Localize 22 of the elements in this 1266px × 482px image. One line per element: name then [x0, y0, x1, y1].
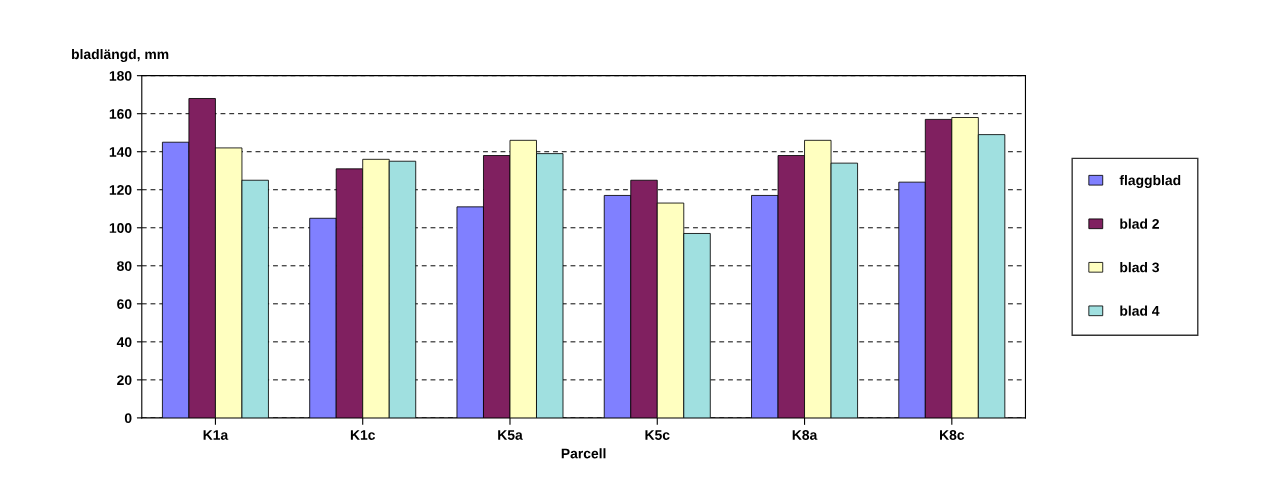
y-tick-label: 0 — [124, 413, 132, 424]
x-tick-label: K1c — [350, 430, 376, 440]
y-tick-label: 60 — [117, 299, 132, 309]
x-axis-title: Parcell — [561, 448, 606, 459]
y-tick-label: 20 — [117, 375, 132, 386]
legend-label: blad 2 — [1120, 218, 1159, 229]
y-tick-label: 80 — [117, 261, 132, 271]
y-axis-title: bladlängd, mm — [72, 48, 169, 62]
x-tick-label: K8c — [940, 430, 965, 440]
x-tick-label: K1a — [203, 430, 229, 440]
y-tick-label: 140 — [109, 147, 132, 157]
y-tick-label: 160 — [109, 109, 132, 119]
y-tick-label: 40 — [116, 337, 132, 348]
legend-label: blad 4 — [1120, 305, 1160, 316]
x-tick-label: K5a — [498, 430, 523, 440]
legend-label: blad 3 — [1120, 262, 1160, 273]
x-tick-label: K8a — [792, 430, 818, 440]
y-tick-label: 180 — [109, 71, 132, 81]
legend-label: flaggblad — [1119, 175, 1181, 189]
y-tick-label: 100 — [109, 223, 132, 233]
x-tick-label: K5c — [645, 430, 670, 440]
y-tick-label: 120 — [109, 185, 132, 195]
